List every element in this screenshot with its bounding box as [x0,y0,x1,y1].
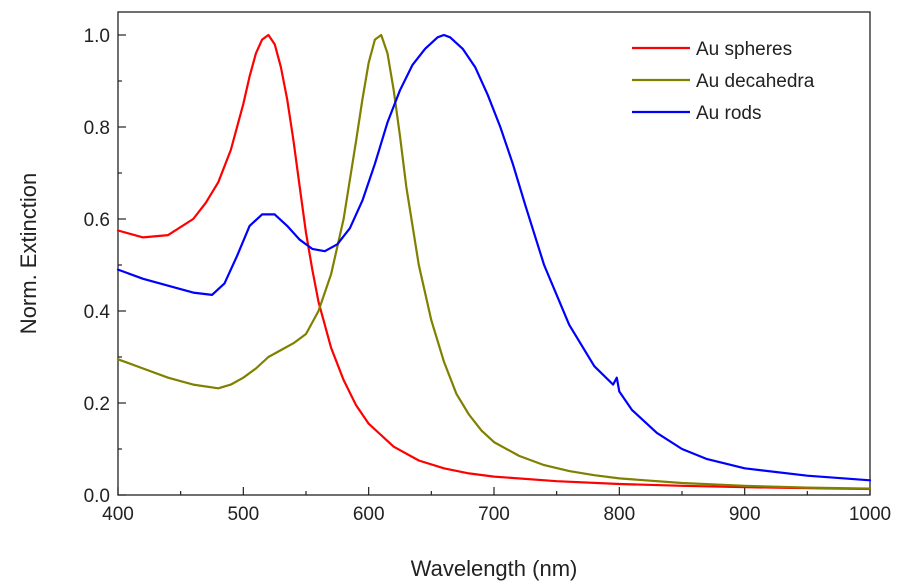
series-line-au-spheres [116,33,872,491]
y-tick-label: 1.0 [84,26,110,47]
series-line-au-decahedra [116,33,872,490]
x-tick-label: 900 [729,504,761,525]
y-tick-label: 0.2 [84,394,110,415]
y-axis-label: Norm. Extinction [16,173,41,334]
legend-label-au-decahedra: Au decahedra [696,71,815,92]
y-tick-label: 0.4 [84,302,111,323]
legend: Au spheres Au decahedra Au rods [632,39,815,124]
series-layer [116,33,872,491]
axes [117,11,871,496]
x-tick-label: 400 [102,504,134,525]
x-axis-label: Wavelength (nm) [411,556,578,581]
legend-label-au-rods: Au rods [696,103,761,124]
y-tick-label: 0.6 [84,210,110,231]
tick-labels: 400 500 600 700 800 900 1000 0.0 0.2 0.4 0.6 0.8 1.0 [84,26,892,525]
x-tick-label: 1000 [849,504,891,525]
x-tick-label: 700 [478,504,510,525]
x-tick-label: 500 [227,504,259,525]
y-tick-label: 0.8 [84,118,110,139]
legend-item-2: Au rods [632,103,761,124]
x-tick-label: 600 [353,504,385,525]
y-tick-label: 0.0 [84,486,110,507]
legend-item-0: Au spheres [632,39,792,60]
legend-item-1: Au decahedra [632,71,815,92]
x-tick-label: 800 [603,504,635,525]
series-line-au-rods [116,33,872,482]
legend-label-au-spheres: Au spheres [696,39,792,60]
